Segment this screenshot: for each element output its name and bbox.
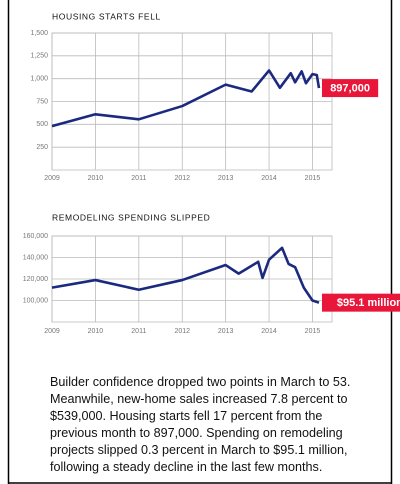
x-tick-label: 2015 [305, 328, 321, 335]
x-tick-label: 2013 [218, 175, 234, 182]
y-tick-label: 1,250 [30, 53, 48, 60]
y-tick-label: 500 [36, 121, 48, 128]
x-tick-label: 2010 [88, 175, 104, 182]
y-tick-label: 1,000 [30, 76, 48, 83]
y-tick-label: 160,000 [23, 233, 48, 240]
x-tick-label: 2011 [131, 328, 146, 335]
y-tick-label: 100,000 [23, 297, 48, 304]
annotation-label: 897,000 [330, 82, 370, 94]
x-tick-label: 2011 [131, 175, 146, 182]
x-tick-label: 2013 [218, 328, 234, 335]
body-text: Builder confidence dropped two points in… [50, 375, 351, 474]
x-tick-label: 2014 [261, 328, 277, 335]
chart-title: REMODELING SPENDING SLIPPED [52, 212, 210, 222]
x-tick-label: 2015 [305, 175, 321, 182]
data-line [51, 69, 321, 128]
data-line [51, 246, 320, 304]
annotation-box [321, 293, 400, 312]
annotation-label: $95.1 million [337, 297, 400, 309]
y-tick-label: 1,500 [30, 30, 48, 37]
x-tick-label: 2012 [174, 175, 190, 182]
y-tick-label: 140,000 [23, 254, 48, 261]
y-tick-label: 250 [36, 144, 48, 151]
y-tick-label: 750 [36, 98, 48, 105]
x-tick-label: 2010 [88, 328, 104, 335]
annotation-box [321, 79, 379, 98]
x-tick-label: 2014 [261, 175, 277, 182]
x-tick-label: 2009 [44, 175, 60, 182]
x-tick-label: 2009 [44, 328, 60, 335]
y-tick-label: 120,000 [23, 276, 48, 283]
chart-title: HOUSING STARTS FELL [52, 11, 161, 21]
x-tick-label: 2012 [174, 328, 190, 335]
